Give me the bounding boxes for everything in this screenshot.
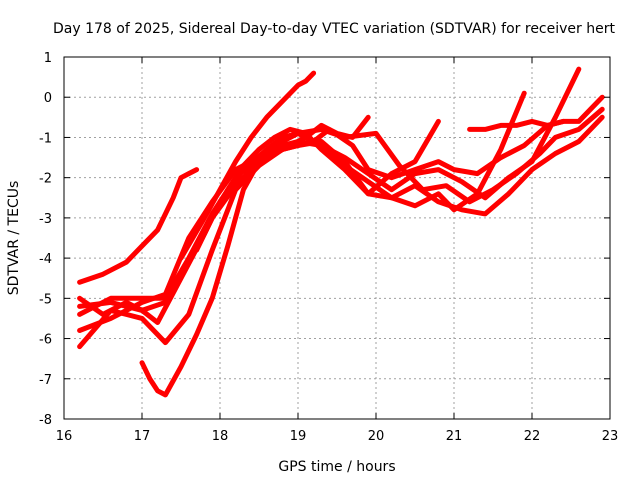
y-tick-label: -8 [39,413,52,428]
y-tick-label: -4 [39,252,52,267]
x-tick-label: 19 [290,429,307,444]
y-tick-label: -3 [39,212,52,227]
y-axis-label: SDTVAR / TECUs [6,181,22,296]
series-s5 [77,114,605,350]
series-s6 [139,114,371,398]
x-tick-label: 21 [446,429,463,444]
plot-frame [63,56,611,420]
y-tick-labels: 1 0 -1 -2 -3 -4 -5 -6 -7 -8 [39,51,52,428]
x-tick-label: 17 [134,429,151,444]
x-tick-label: 22 [524,429,541,444]
x-axis-label: GPS time / hours [278,459,395,475]
x-tick-label: 23 [602,429,619,444]
x-tick-label: 20 [368,429,385,444]
x-tick-label: 16 [56,429,73,444]
y-tick-label: -1 [39,131,52,146]
series-s10 [467,94,605,132]
y-tick-label: -7 [39,373,52,388]
y-tick-label: 0 [44,91,52,106]
ticks [63,56,611,420]
chart-title: Day 178 of 2025, Sidereal Day-to-day VTE… [53,21,615,37]
y-tick-label: -5 [39,292,52,307]
x-tick-label: 18 [212,429,229,444]
series-s9 [194,118,441,253]
y-tick-label: -6 [39,333,52,348]
y-tick-label: -2 [39,172,52,187]
grid-lines [64,57,610,419]
series-s1 [77,167,200,285]
x-tick-labels: 16 17 18 19 20 21 22 23 [56,429,619,444]
series-s8 [77,118,566,313]
series-layer [77,66,605,398]
y-tick-label: 1 [44,51,52,66]
